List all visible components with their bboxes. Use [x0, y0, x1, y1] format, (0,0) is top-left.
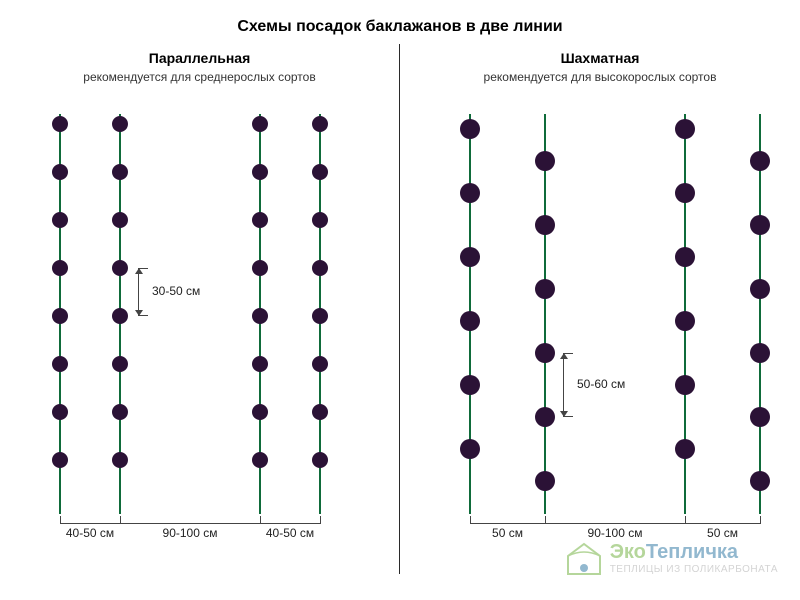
plant-dot [52, 212, 68, 228]
plant-dot [675, 247, 695, 267]
bottom-rule [470, 523, 760, 524]
plant-dot [312, 212, 328, 228]
watermark-tagline: ТЕПЛИЦЫ ИЗ ПОЛИКАРБОНАТА [610, 564, 778, 575]
gap-label: 50 см [492, 526, 523, 540]
row-line [544, 114, 546, 514]
plant-dot [312, 260, 328, 276]
row-line [759, 114, 761, 514]
plant-dot [675, 375, 695, 395]
plant-dot [52, 452, 68, 468]
gap-label: 90-100 см [163, 526, 218, 540]
plant-dot [312, 404, 328, 420]
plant-dot [252, 212, 268, 228]
watermark-prefix: Эко [610, 541, 646, 563]
plant-dot [460, 375, 480, 395]
plant-dot [535, 279, 555, 299]
plant-dot [52, 260, 68, 276]
plant-dot [535, 471, 555, 491]
plant-dot [252, 308, 268, 324]
plant-dot [675, 183, 695, 203]
plant-dot [112, 356, 128, 372]
plant-dot [460, 183, 480, 203]
plant-dot [535, 151, 555, 171]
plant-dot [112, 308, 128, 324]
plant-dot [750, 343, 770, 363]
plant-dot [252, 164, 268, 180]
plant-dot [52, 116, 68, 132]
plant-dot [312, 452, 328, 468]
watermark: ЭкоТепличка ТЕПЛИЦЫ ИЗ ПОЛИКАРБОНАТА [564, 538, 778, 578]
plant-dot [312, 356, 328, 372]
plant-dot [112, 212, 128, 228]
panel-right-title: Шахматная [400, 50, 800, 66]
panels-container: Параллельная рекомендуется для среднерос… [0, 44, 800, 574]
plant-dot [460, 439, 480, 459]
plant-dot [750, 151, 770, 171]
plot-area-left: 40-50 см90-100 см40-50 см30-50 см [0, 114, 399, 514]
plant-dot [312, 308, 328, 324]
plant-dot [52, 404, 68, 420]
plant-dot [52, 164, 68, 180]
plant-dot [312, 164, 328, 180]
plant-dot [675, 311, 695, 331]
plant-dot [460, 247, 480, 267]
plant-dot [675, 439, 695, 459]
bottom-rule [60, 523, 320, 524]
plant-dot [535, 343, 555, 363]
plant-dot [252, 452, 268, 468]
plant-dot [535, 215, 555, 235]
panel-left-subtitle: рекомендуется для среднерослых сортов [0, 70, 399, 84]
plant-dot [750, 215, 770, 235]
plant-dot [252, 260, 268, 276]
plant-dot [252, 356, 268, 372]
panel-parallel: Параллельная рекомендуется для среднерос… [0, 44, 400, 574]
plant-dot [52, 308, 68, 324]
v-spacing-bracket [563, 353, 573, 417]
v-spacing-label: 30-50 см [152, 284, 200, 298]
plant-dot [112, 116, 128, 132]
gap-label: 40-50 см [266, 526, 314, 540]
main-title: Схемы посадок баклажанов в две линии [0, 0, 800, 36]
plant-dot [252, 404, 268, 420]
v-spacing-bracket [138, 268, 148, 316]
plant-dot [460, 311, 480, 331]
plant-dot [112, 164, 128, 180]
panel-right-subtitle: рекомендуется для высокорослых сортов [400, 70, 800, 84]
watermark-brand: ЭкоТепличка [610, 541, 778, 564]
plant-dot [750, 407, 770, 427]
plant-dot [535, 407, 555, 427]
plant-dot [750, 279, 770, 299]
plant-dot [112, 260, 128, 276]
watermark-suffix: Тепличка [646, 541, 738, 563]
plant-dot [112, 404, 128, 420]
plant-dot [112, 452, 128, 468]
plant-dot [750, 471, 770, 491]
plant-dot [252, 116, 268, 132]
plant-dot [675, 119, 695, 139]
plant-dot [312, 116, 328, 132]
panel-chess: Шахматная рекомендуется для высокорослых… [400, 44, 800, 574]
plant-dot [52, 356, 68, 372]
plot-area-right: 50 см90-100 см50 см50-60 см [400, 114, 800, 514]
v-spacing-label: 50-60 см [577, 377, 625, 391]
greenhouse-icon [564, 538, 604, 578]
gap-label: 40-50 см [66, 526, 114, 540]
panel-left-title: Параллельная [0, 50, 399, 66]
plant-dot [460, 119, 480, 139]
